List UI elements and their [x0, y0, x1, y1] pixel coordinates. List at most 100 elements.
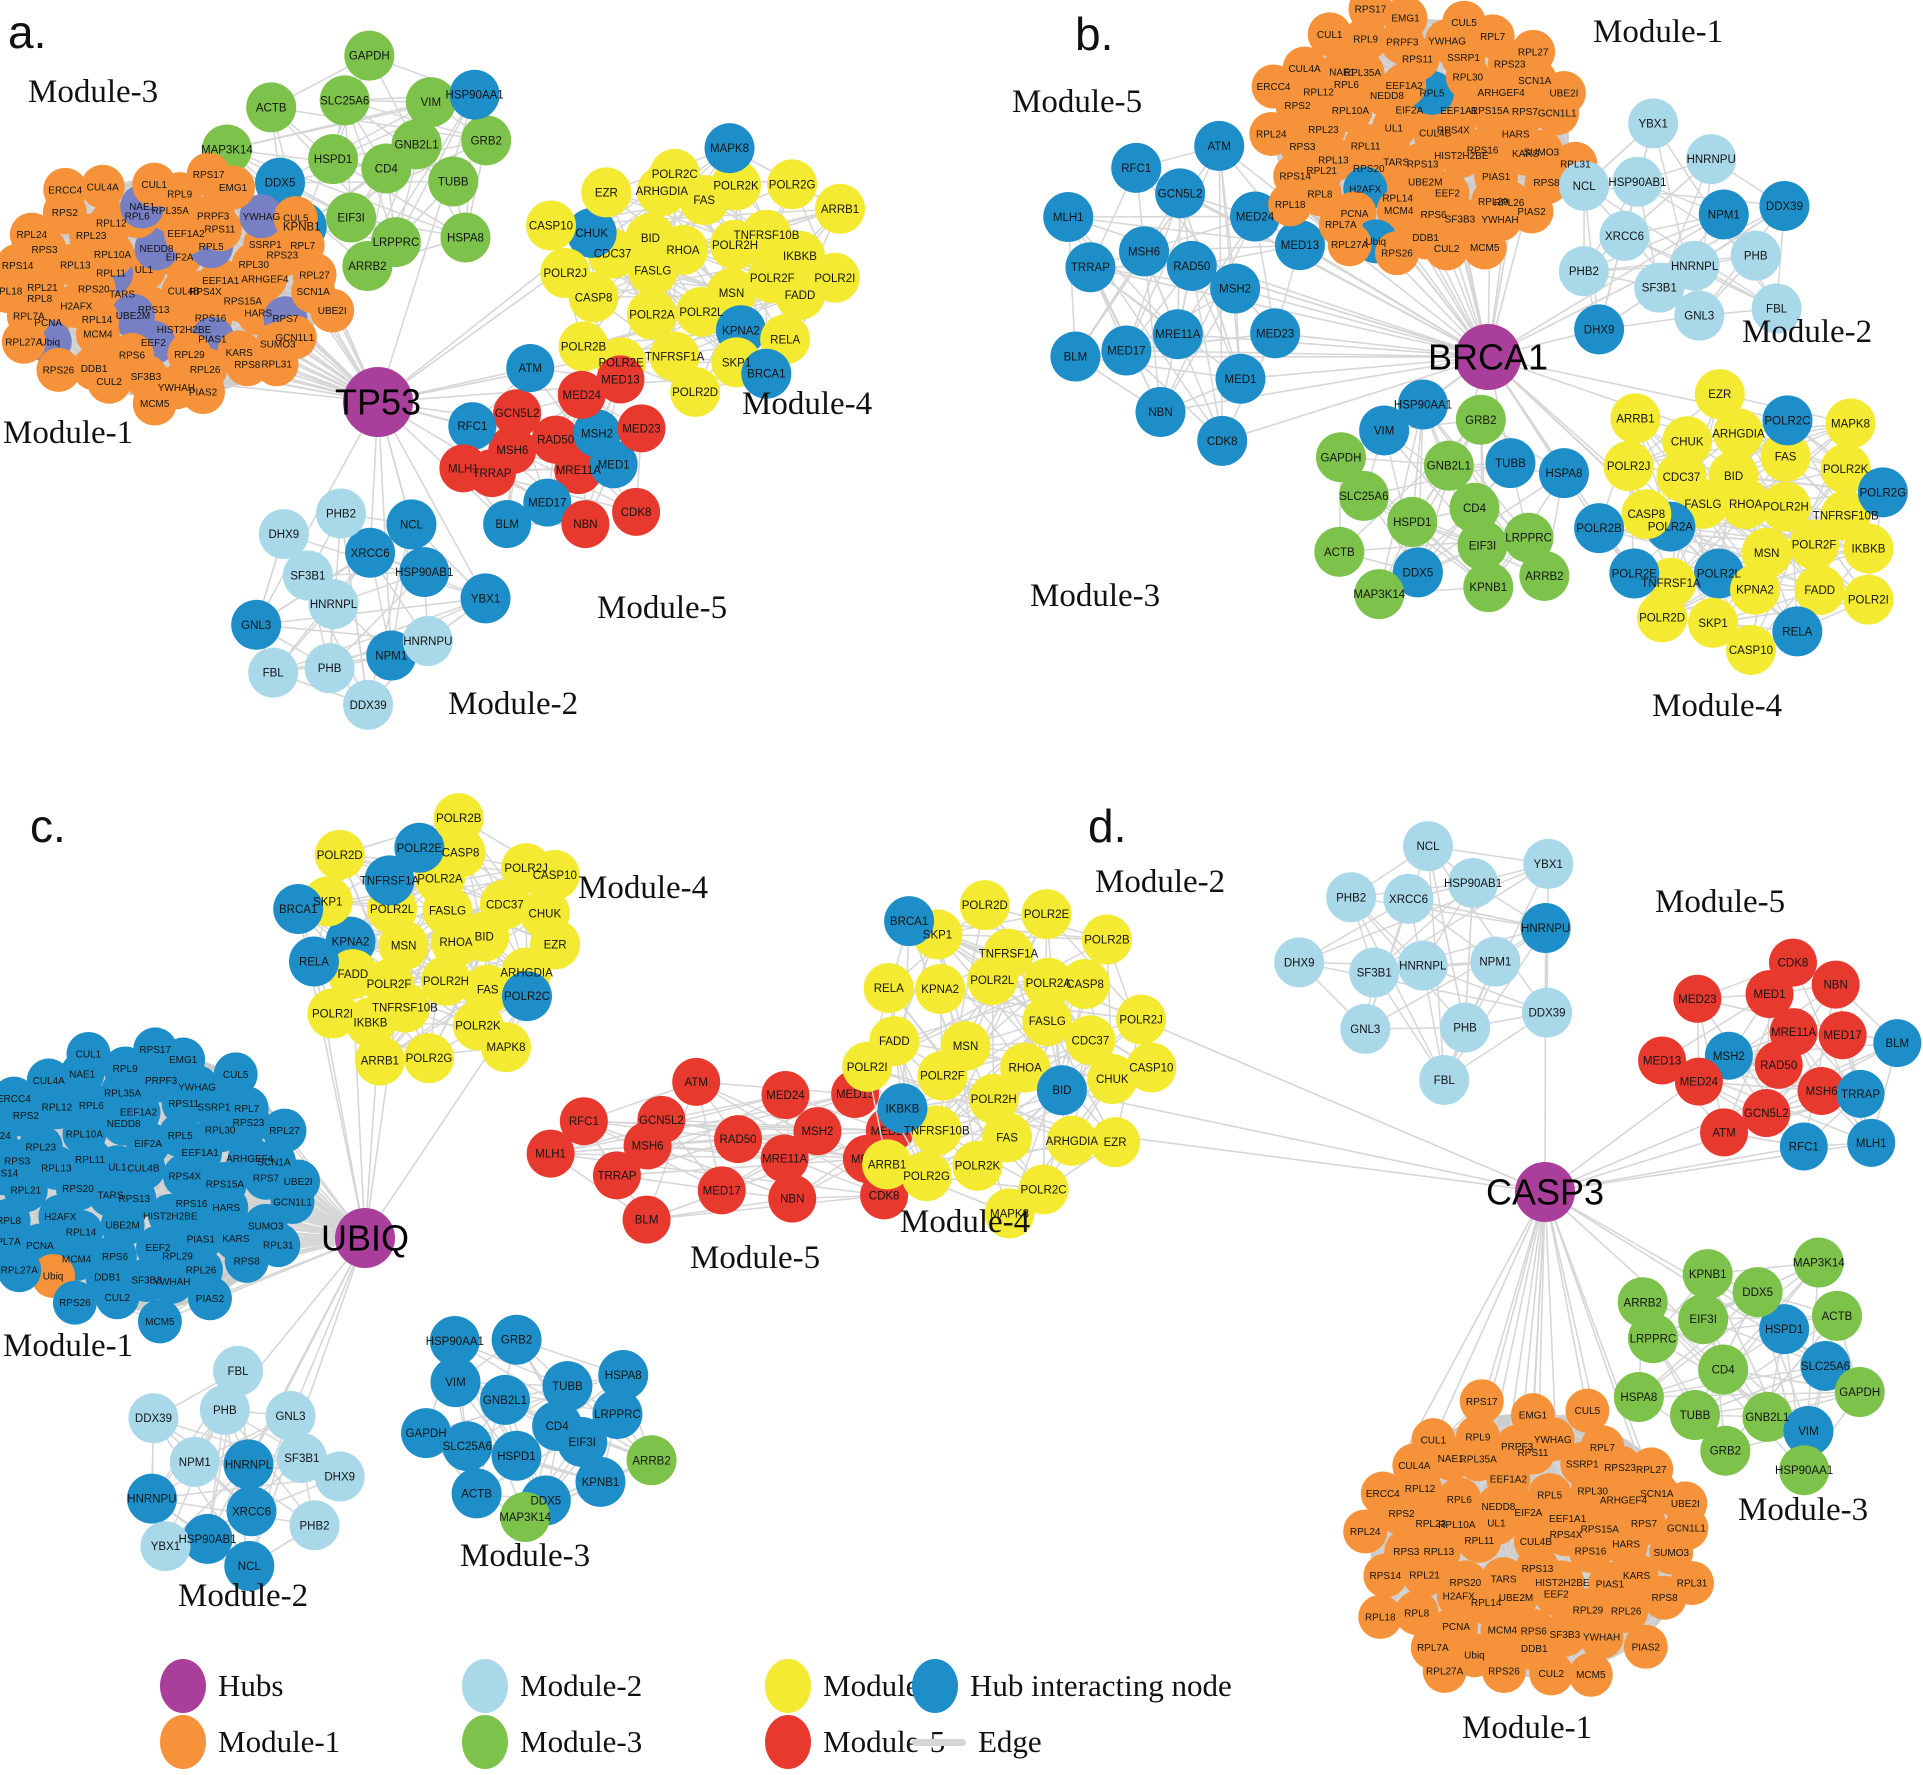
edge [1638, 1291, 1759, 1398]
node-POLR2J [1603, 441, 1654, 492]
module-title-module-2: Module-2 [1742, 314, 1872, 350]
node-PIAS2 [181, 370, 226, 415]
module-title-module-2: Module-2 [448, 686, 578, 722]
node-SF3B1 [1634, 262, 1685, 313]
node-GRB2 [461, 115, 512, 166]
node-RPL18 [1268, 182, 1313, 227]
edge [1694, 1315, 1838, 1416]
module-title-module-3: Module-3 [460, 1538, 590, 1574]
node-SLC25A6 [319, 75, 370, 126]
node-NCL [1403, 821, 1454, 872]
edge [1191, 265, 1223, 441]
node-HSPA8 [440, 212, 491, 263]
edge [645, 1081, 697, 1220]
node-GAPDH [1834, 1366, 1885, 1417]
node-RPL31 [1670, 1561, 1715, 1606]
node-POLR2I [842, 1041, 893, 1092]
node-FBL [1419, 1054, 1470, 1105]
node-DHX9 [1274, 937, 1325, 988]
node-CUL5 [1442, 0, 1487, 45]
edge [1135, 167, 1162, 413]
node-MCM5 [1462, 225, 1507, 270]
node-RELA [1772, 606, 1823, 657]
node-HNRNPU [126, 1473, 177, 1524]
node-MLH1 [439, 444, 488, 493]
node-RPL27A [1, 319, 46, 364]
node-POLR2I [809, 252, 860, 303]
node-DDX39 [1759, 180, 1810, 231]
node-ARRB1 [862, 1139, 913, 1190]
node-POLR2G [767, 159, 818, 210]
node-TNFRSF1A [983, 928, 1034, 979]
node-CDK8 [1197, 415, 1248, 466]
node-POLR2B [1574, 503, 1625, 554]
hub-edge [1160, 356, 1489, 413]
node-PIAS2 [187, 1276, 232, 1321]
edge [646, 1194, 885, 1221]
node-CDK8 [612, 487, 661, 536]
edge [1338, 419, 1482, 553]
node-MED24 [1230, 191, 1281, 242]
module-title-module-5: Module-5 [1012, 84, 1142, 120]
node-MSH6 [1797, 1067, 1846, 1116]
node-RPS26 [1481, 1648, 1526, 1693]
node-GAPDH [401, 1408, 452, 1459]
node-GRB2 [1455, 394, 1506, 445]
node-NCL [386, 499, 437, 550]
node-CHUK [1087, 1054, 1138, 1105]
node-YWHAH [1579, 1614, 1624, 1659]
node-MED17 [1101, 325, 1152, 376]
edge [893, 1040, 1045, 1190]
node-CUL1 [1411, 1418, 1456, 1463]
node-POLR2B [433, 793, 484, 844]
node-POLR2A [1023, 957, 1074, 1008]
node-RFC1 [448, 402, 497, 451]
node-CDC37 [1065, 1015, 1116, 1066]
module-title-module-3: Module-3 [1030, 578, 1160, 614]
panel-letter: b. [1075, 8, 1113, 60]
node-CASP8 [1621, 489, 1672, 540]
node-RAD50 [714, 1115, 763, 1164]
node-TNFRSF1A [364, 855, 415, 906]
node-DDX5 [1732, 1267, 1783, 1318]
node-CUL1 [66, 1031, 111, 1076]
node-RPL5 [1527, 1473, 1572, 1518]
node-RPS17 [186, 152, 231, 197]
node-HNRNPL [1397, 940, 1448, 991]
node-RPS16 [169, 1181, 214, 1226]
node-UBE2I [1541, 70, 1586, 115]
node-PHB [1730, 230, 1781, 281]
hub-edge [1432, 1191, 1546, 1441]
hub-node-UBIQ [335, 1208, 395, 1268]
node-POLR2H [968, 1073, 1019, 1124]
node-CUL5 [1565, 1388, 1610, 1433]
node-MAP3K14 [1793, 1237, 1844, 1288]
node-GNB2L1 [479, 1374, 530, 1425]
node-VIM [1359, 405, 1410, 456]
node-EIF3I [1678, 1294, 1729, 1345]
node-RPS14 [0, 1151, 25, 1196]
node-CUL2 [95, 1275, 140, 1320]
panel-letter: c. [30, 800, 66, 852]
node-MAP3K14 [1354, 569, 1405, 620]
edge [583, 1120, 818, 1132]
edge [1351, 896, 1546, 929]
node-DDX5 [1392, 547, 1443, 598]
node-SKP1 [1688, 597, 1739, 648]
node-MCM5 [137, 1299, 182, 1344]
hub-edge [1382, 1191, 1546, 1494]
node-BRCA1 [273, 883, 324, 934]
edge [1075, 355, 1241, 380]
edge [152, 1417, 250, 1567]
node-EIF3I [326, 192, 377, 243]
node-NCL [224, 1540, 275, 1591]
node-ERCC4 [43, 167, 88, 212]
node-MRE11A [760, 1134, 809, 1183]
node-RPS17 [133, 1027, 178, 1072]
node-ARRB2 [1519, 550, 1570, 601]
node-TRRAP [592, 1151, 641, 1200]
node-BLM [483, 500, 532, 549]
node-EIF3I [1457, 520, 1508, 571]
node-RPL8 [1394, 1590, 1439, 1635]
node-POLR2G [901, 1151, 952, 1202]
